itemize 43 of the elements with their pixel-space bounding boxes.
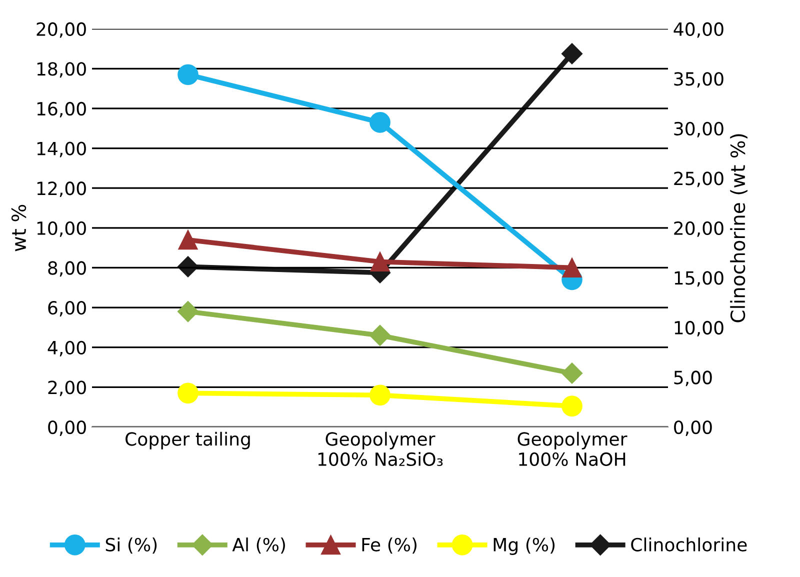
point xyxy=(370,252,390,272)
y2-tick-label: 0,00 xyxy=(674,420,712,436)
y-tick-label: 2,00 xyxy=(48,380,86,396)
point xyxy=(177,256,199,278)
point xyxy=(561,362,583,384)
point xyxy=(369,324,391,346)
y-tick-label: 20,00 xyxy=(36,22,86,38)
point xyxy=(562,258,582,278)
y2-tick-label: 20,00 xyxy=(674,221,724,237)
point xyxy=(177,301,199,322)
y2-axis-title: Clinochorine (wt %) xyxy=(730,134,748,322)
y2-tick-label: 35,00 xyxy=(674,72,724,88)
y2-tick-label: 5,00 xyxy=(674,370,712,386)
y-tick-label: 6,00 xyxy=(48,301,86,316)
y-tick-label: 16,00 xyxy=(37,102,86,118)
y-tick-label: 4,00 xyxy=(48,340,86,356)
y-tick-label: 10,00 xyxy=(37,221,86,237)
y-tick-label: 8,00 xyxy=(48,261,86,277)
legend-label: Mg (%) xyxy=(494,538,555,555)
y2-tick-label: 25,00 xyxy=(674,172,724,188)
y-tick-label: 0,00 xyxy=(48,420,86,436)
legend-label: Si (%) xyxy=(106,538,157,554)
y-tick-label: 14,00 xyxy=(37,142,86,158)
legend-label: Al (%) xyxy=(232,538,285,554)
point xyxy=(370,112,390,133)
x-tick-label: Geopolymer 100% NaOH xyxy=(518,432,628,466)
y-tick-label: 18,00 xyxy=(37,62,86,78)
y-tick-label: 12,00 xyxy=(37,182,86,198)
point xyxy=(562,396,582,416)
legend-label: Fe (%) xyxy=(362,538,416,554)
point xyxy=(178,230,198,250)
point xyxy=(370,384,390,406)
point xyxy=(561,43,583,64)
y2-tick-label: 30,00 xyxy=(674,122,724,138)
x-tick-label: Copper tailing xyxy=(126,432,250,450)
point xyxy=(178,64,198,86)
y2-tick-label: 15,00 xyxy=(674,271,724,287)
y-axis-title: wt % xyxy=(11,204,26,252)
x-tick-label: Geopolymer 100% Na₂SiO₃ xyxy=(318,432,443,466)
y2-tick-label: 40,00 xyxy=(674,22,724,38)
y2-tick-label: 10,00 xyxy=(674,320,724,336)
legend-label: Clinochlorine xyxy=(631,538,747,552)
point xyxy=(178,382,198,404)
